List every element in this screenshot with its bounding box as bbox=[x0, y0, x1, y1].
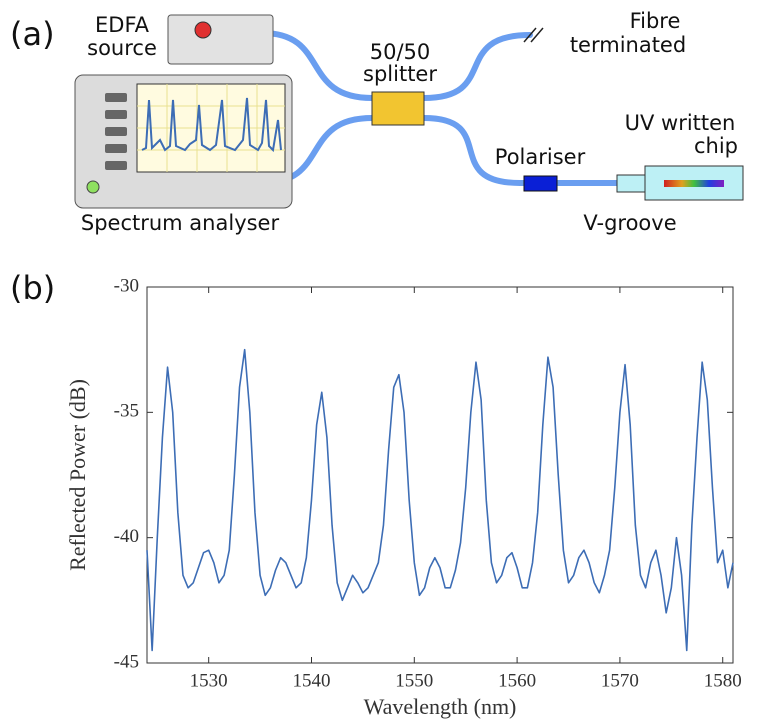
v-groove bbox=[616, 174, 646, 193]
chip-label: UV written bbox=[625, 111, 736, 135]
terminated-label: Fibre bbox=[630, 9, 681, 33]
y-axis-label: Reflected Power (dB) bbox=[65, 379, 90, 571]
y-tick-label: -35 bbox=[114, 401, 139, 422]
y-tick-label: -30 bbox=[114, 275, 139, 296]
x-tick-label: 1530 bbox=[190, 670, 228, 691]
x-tick-label: 1580 bbox=[704, 670, 742, 691]
edfa-led bbox=[194, 21, 212, 39]
splitter-label: 50/50 bbox=[370, 40, 431, 64]
fibre bbox=[421, 115, 743, 186]
x-axis-label: Wavelength (nm) bbox=[364, 694, 517, 719]
analyser-label: Spectrum analyser bbox=[81, 211, 280, 235]
splitter-label: splitter bbox=[363, 62, 437, 86]
fibre bbox=[421, 32, 533, 101]
polariser-label: Polariser bbox=[495, 145, 586, 169]
terminator bbox=[523, 27, 537, 43]
y-tick-label: -40 bbox=[114, 526, 139, 547]
x-tick-label: 1560 bbox=[498, 670, 536, 691]
vgroove-label: V-groove bbox=[583, 211, 676, 235]
grating bbox=[664, 180, 724, 187]
y-tick-label: -45 bbox=[114, 651, 139, 672]
panel-label: (b) bbox=[10, 269, 55, 307]
splitter bbox=[371, 91, 425, 126]
terminator bbox=[530, 27, 544, 43]
edfa-label: EDFA bbox=[95, 13, 150, 37]
analyser-led bbox=[86, 180, 100, 194]
terminated-label: terminated bbox=[570, 33, 686, 57]
x-tick-label: 1570 bbox=[601, 670, 639, 691]
fibre bbox=[259, 30, 375, 101]
analyser-buttons bbox=[105, 93, 127, 170]
x-tick-label: 1550 bbox=[395, 670, 433, 691]
screen-trace bbox=[141, 97, 282, 153]
panel-label: (a) bbox=[10, 15, 55, 53]
spectrum-line bbox=[146, 348, 734, 652]
polariser bbox=[523, 175, 558, 192]
x-tick-label: 1540 bbox=[292, 670, 330, 691]
chip-label: chip bbox=[694, 134, 738, 158]
edfa-label: source bbox=[87, 36, 157, 60]
plot-frame bbox=[146, 286, 734, 664]
edfa-box bbox=[167, 14, 274, 65]
